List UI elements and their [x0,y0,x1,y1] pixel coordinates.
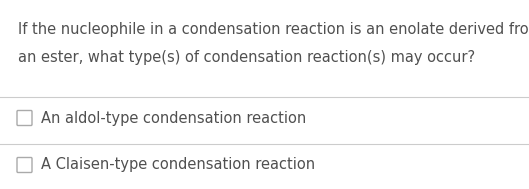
Text: An aldol-type condensation reaction: An aldol-type condensation reaction [41,111,306,125]
FancyBboxPatch shape [17,111,32,125]
Text: A Claisen-type condensation reaction: A Claisen-type condensation reaction [41,157,315,173]
Text: an ester, what type(s) of condensation reaction(s) may occur?: an ester, what type(s) of condensation r… [18,50,475,65]
FancyBboxPatch shape [17,157,32,173]
Text: If the nucleophile in a condensation reaction is an enolate derived from: If the nucleophile in a condensation rea… [18,22,529,37]
